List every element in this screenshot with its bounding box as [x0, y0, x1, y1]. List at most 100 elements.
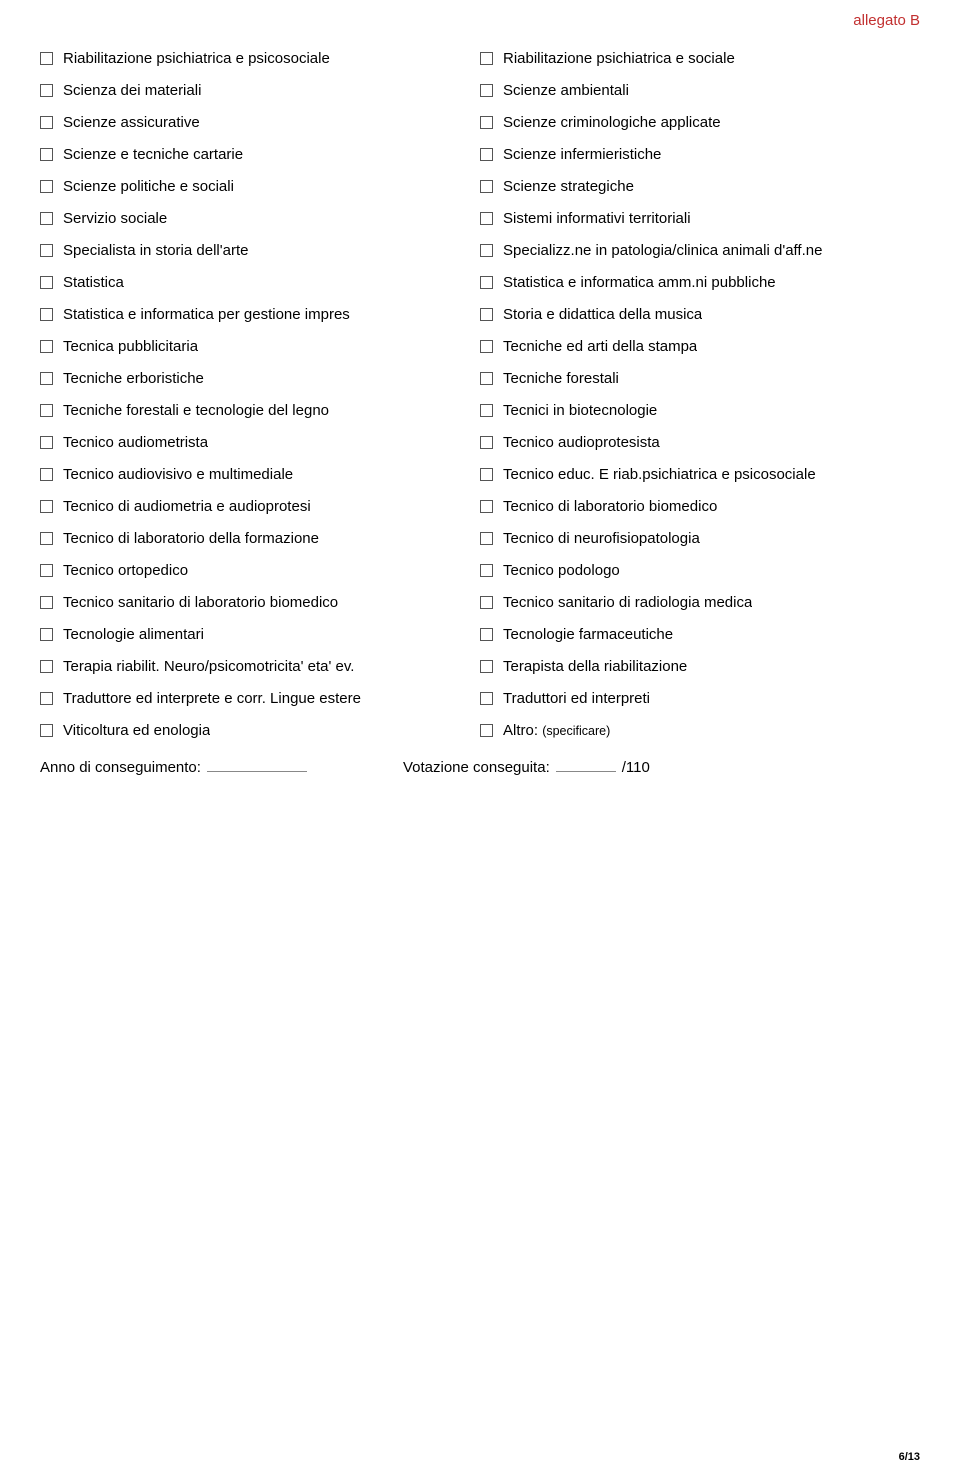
checkbox[interactable] [40, 116, 53, 129]
checkbox[interactable] [480, 404, 493, 417]
checkbox-row: Scienze politiche e sociali [40, 172, 480, 200]
checkbox-label: Tecnico di neurofisiopatologia [503, 530, 700, 547]
checkbox[interactable] [40, 340, 53, 353]
checkbox[interactable] [480, 660, 493, 673]
checkbox[interactable] [40, 532, 53, 545]
checkbox[interactable] [480, 116, 493, 129]
checkbox[interactable] [480, 596, 493, 609]
other-hint: (specificare) [542, 724, 610, 738]
checkbox[interactable] [480, 532, 493, 545]
checkbox[interactable] [480, 180, 493, 193]
checkbox-label: Tecnologie farmaceutiche [503, 626, 673, 643]
checkbox-row: Tecnico sanitario di radiologia medica [480, 588, 920, 616]
checkbox[interactable] [40, 436, 53, 449]
checkbox[interactable] [480, 500, 493, 513]
left-column: Riabilitazione psichiatrica e psicosocia… [40, 44, 480, 748]
checkbox-row: Tecnico sanitario di laboratorio biomedi… [40, 588, 480, 616]
checkbox-label: Scienze e tecniche cartarie [63, 146, 243, 163]
checkbox-label: Tecnico audioprotesista [503, 434, 660, 451]
checkbox[interactable] [40, 628, 53, 641]
checkbox-row: Tecnico di audiometria e audioprotesi [40, 492, 480, 520]
checkbox[interactable] [480, 244, 493, 257]
checkbox[interactable] [40, 180, 53, 193]
checkbox-row: Tecnico audiovisivo e multimediale [40, 460, 480, 488]
checkbox[interactable] [40, 212, 53, 225]
checkbox[interactable] [480, 628, 493, 641]
checkbox-label: Statistica e informatica amm.ni pubblich… [503, 274, 776, 291]
checkbox-row: Tecnico di neurofisiopatologia [480, 524, 920, 552]
checkbox-label: Terapista della riabilitazione [503, 658, 687, 675]
checkbox-label: Tecnologie alimentari [63, 626, 204, 643]
checkbox-label: Tecnico di laboratorio della formazione [63, 530, 319, 547]
checkbox-row: Statistica e informatica per gestione im… [40, 300, 480, 328]
checkbox[interactable] [480, 692, 493, 705]
checkbox-row: Tecniche forestali e tecnologie del legn… [40, 396, 480, 424]
checkbox-row: Tecnica pubblicitaria [40, 332, 480, 360]
checkbox-row: Storia e didattica della musica [480, 300, 920, 328]
checkbox-label: Tecnico sanitario di laboratorio biomedi… [63, 594, 338, 611]
checkbox[interactable] [480, 724, 493, 737]
checkbox-row: Tecnico educ. E riab.psichiatrica e psic… [480, 460, 920, 488]
checkbox-label: Tecniche forestali e tecnologie del legn… [63, 402, 329, 419]
checkbox[interactable] [40, 404, 53, 417]
checkbox-row: Specialista in storia dell'arte [40, 236, 480, 264]
checkbox-row: Scienze criminologiche applicate [480, 108, 920, 136]
year-input[interactable] [207, 754, 307, 772]
checkbox[interactable] [480, 84, 493, 97]
checkbox-row: Specializz.ne in patologia/clinica anima… [480, 236, 920, 264]
checkbox[interactable] [40, 148, 53, 161]
checkbox-row: Traduttori ed interpreti [480, 684, 920, 712]
checkbox[interactable] [480, 340, 493, 353]
checkbox-row: Scienze e tecniche cartarie [40, 140, 480, 168]
checkbox-label: Scienze politiche e sociali [63, 178, 234, 195]
checkbox-label: Storia e didattica della musica [503, 306, 702, 323]
checkbox[interactable] [480, 564, 493, 577]
checkbox[interactable] [480, 148, 493, 161]
checkbox[interactable] [480, 276, 493, 289]
checkbox-label: Scienze strategiche [503, 178, 634, 195]
checkbox-row: Sistemi informativi territoriali [480, 204, 920, 232]
checkbox[interactable] [480, 212, 493, 225]
checkbox-label: Tecnico podologo [503, 562, 620, 579]
checkbox-label: Viticoltura ed enologia [63, 722, 210, 739]
checkbox-row: Statistica [40, 268, 480, 296]
checkbox[interactable] [40, 84, 53, 97]
checkbox[interactable] [480, 436, 493, 449]
checkbox[interactable] [40, 372, 53, 385]
checkbox[interactable] [40, 52, 53, 65]
checkbox[interactable] [40, 692, 53, 705]
checkbox[interactable] [40, 276, 53, 289]
checkbox-row: Tecnico di laboratorio della formazione [40, 524, 480, 552]
checkbox-label: Statistica [63, 274, 124, 291]
checkbox[interactable] [40, 500, 53, 513]
checkbox-label: Tecnico di audiometria e audioprotesi [63, 498, 311, 515]
year-label: Anno di conseguimento: [40, 759, 201, 776]
checkbox-row: Tecnico ortopedico [40, 556, 480, 584]
checkbox[interactable] [40, 660, 53, 673]
checkbox[interactable] [480, 468, 493, 481]
checkbox-label: Tecnico audiometrista [63, 434, 208, 451]
checkbox[interactable] [40, 724, 53, 737]
checkbox-row: Tecnico podologo [480, 556, 920, 584]
checkbox-label: Specializz.ne in patologia/clinica anima… [503, 242, 822, 259]
checkbox-label: Riabilitazione psichiatrica e psicosocia… [63, 50, 330, 67]
grade-suffix: /110 [622, 759, 650, 776]
right-column: Riabilitazione psichiatrica e socialeSci… [480, 44, 920, 748]
checkbox[interactable] [480, 52, 493, 65]
checkbox[interactable] [480, 372, 493, 385]
grade-input[interactable] [556, 754, 616, 772]
checkbox-label: Specialista in storia dell'arte [63, 242, 248, 259]
checkbox[interactable] [40, 596, 53, 609]
checkbox-label: Statistica e informatica per gestione im… [63, 306, 350, 323]
checkbox[interactable] [40, 564, 53, 577]
checkbox-label: Tecnico audiovisivo e multimediale [63, 466, 293, 483]
checkbox[interactable] [40, 468, 53, 481]
checkbox-row: Tecnico audiometrista [40, 428, 480, 456]
checkbox[interactable] [480, 308, 493, 321]
checkbox[interactable] [40, 244, 53, 257]
checkbox-row: Tecniche forestali [480, 364, 920, 392]
checkbox-row: Riabilitazione psichiatrica e psicosocia… [40, 44, 480, 72]
checkbox-row: Scienze assicurative [40, 108, 480, 136]
checkbox-row: Tecniche erboristiche [40, 364, 480, 392]
checkbox[interactable] [40, 308, 53, 321]
